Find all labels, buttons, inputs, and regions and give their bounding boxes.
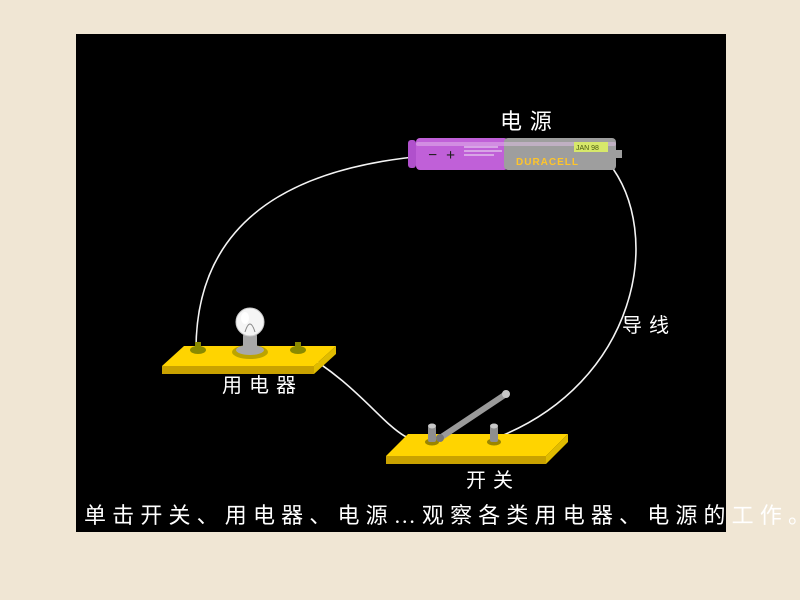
label-switch[interactable]: 开关 xyxy=(466,464,520,493)
label-wire: 导线 xyxy=(622,309,676,338)
instruction-caption: 单击开关、用电器、电源…观察各类用电器、电源的工作。 xyxy=(84,498,800,530)
diagram-stage: −+JAN 98DURACELL 电源 导线 用电器 开关 单击开关、用电器、电… xyxy=(76,34,726,532)
svg-text:JAN 98: JAN 98 xyxy=(576,145,599,152)
switch[interactable] xyxy=(386,390,568,464)
svg-text:+: + xyxy=(446,147,455,164)
bulb-appliance[interactable] xyxy=(162,308,336,374)
svg-text:−: − xyxy=(428,147,437,164)
battery[interactable]: −+ JAN 98 DURACELL xyxy=(408,138,622,170)
slide: −+ JAN 98 DURACELL 电源 导线 用电器 开关 单击开关、用电器、电… xyxy=(0,0,800,600)
label-bulb[interactable]: 用电器 xyxy=(222,369,303,398)
svg-text:DURACELL: DURACELL xyxy=(516,157,579,168)
circuit-svg: −+ JAN 98 DURACELL xyxy=(76,34,726,532)
label-battery[interactable]: 电源 xyxy=(500,104,559,136)
